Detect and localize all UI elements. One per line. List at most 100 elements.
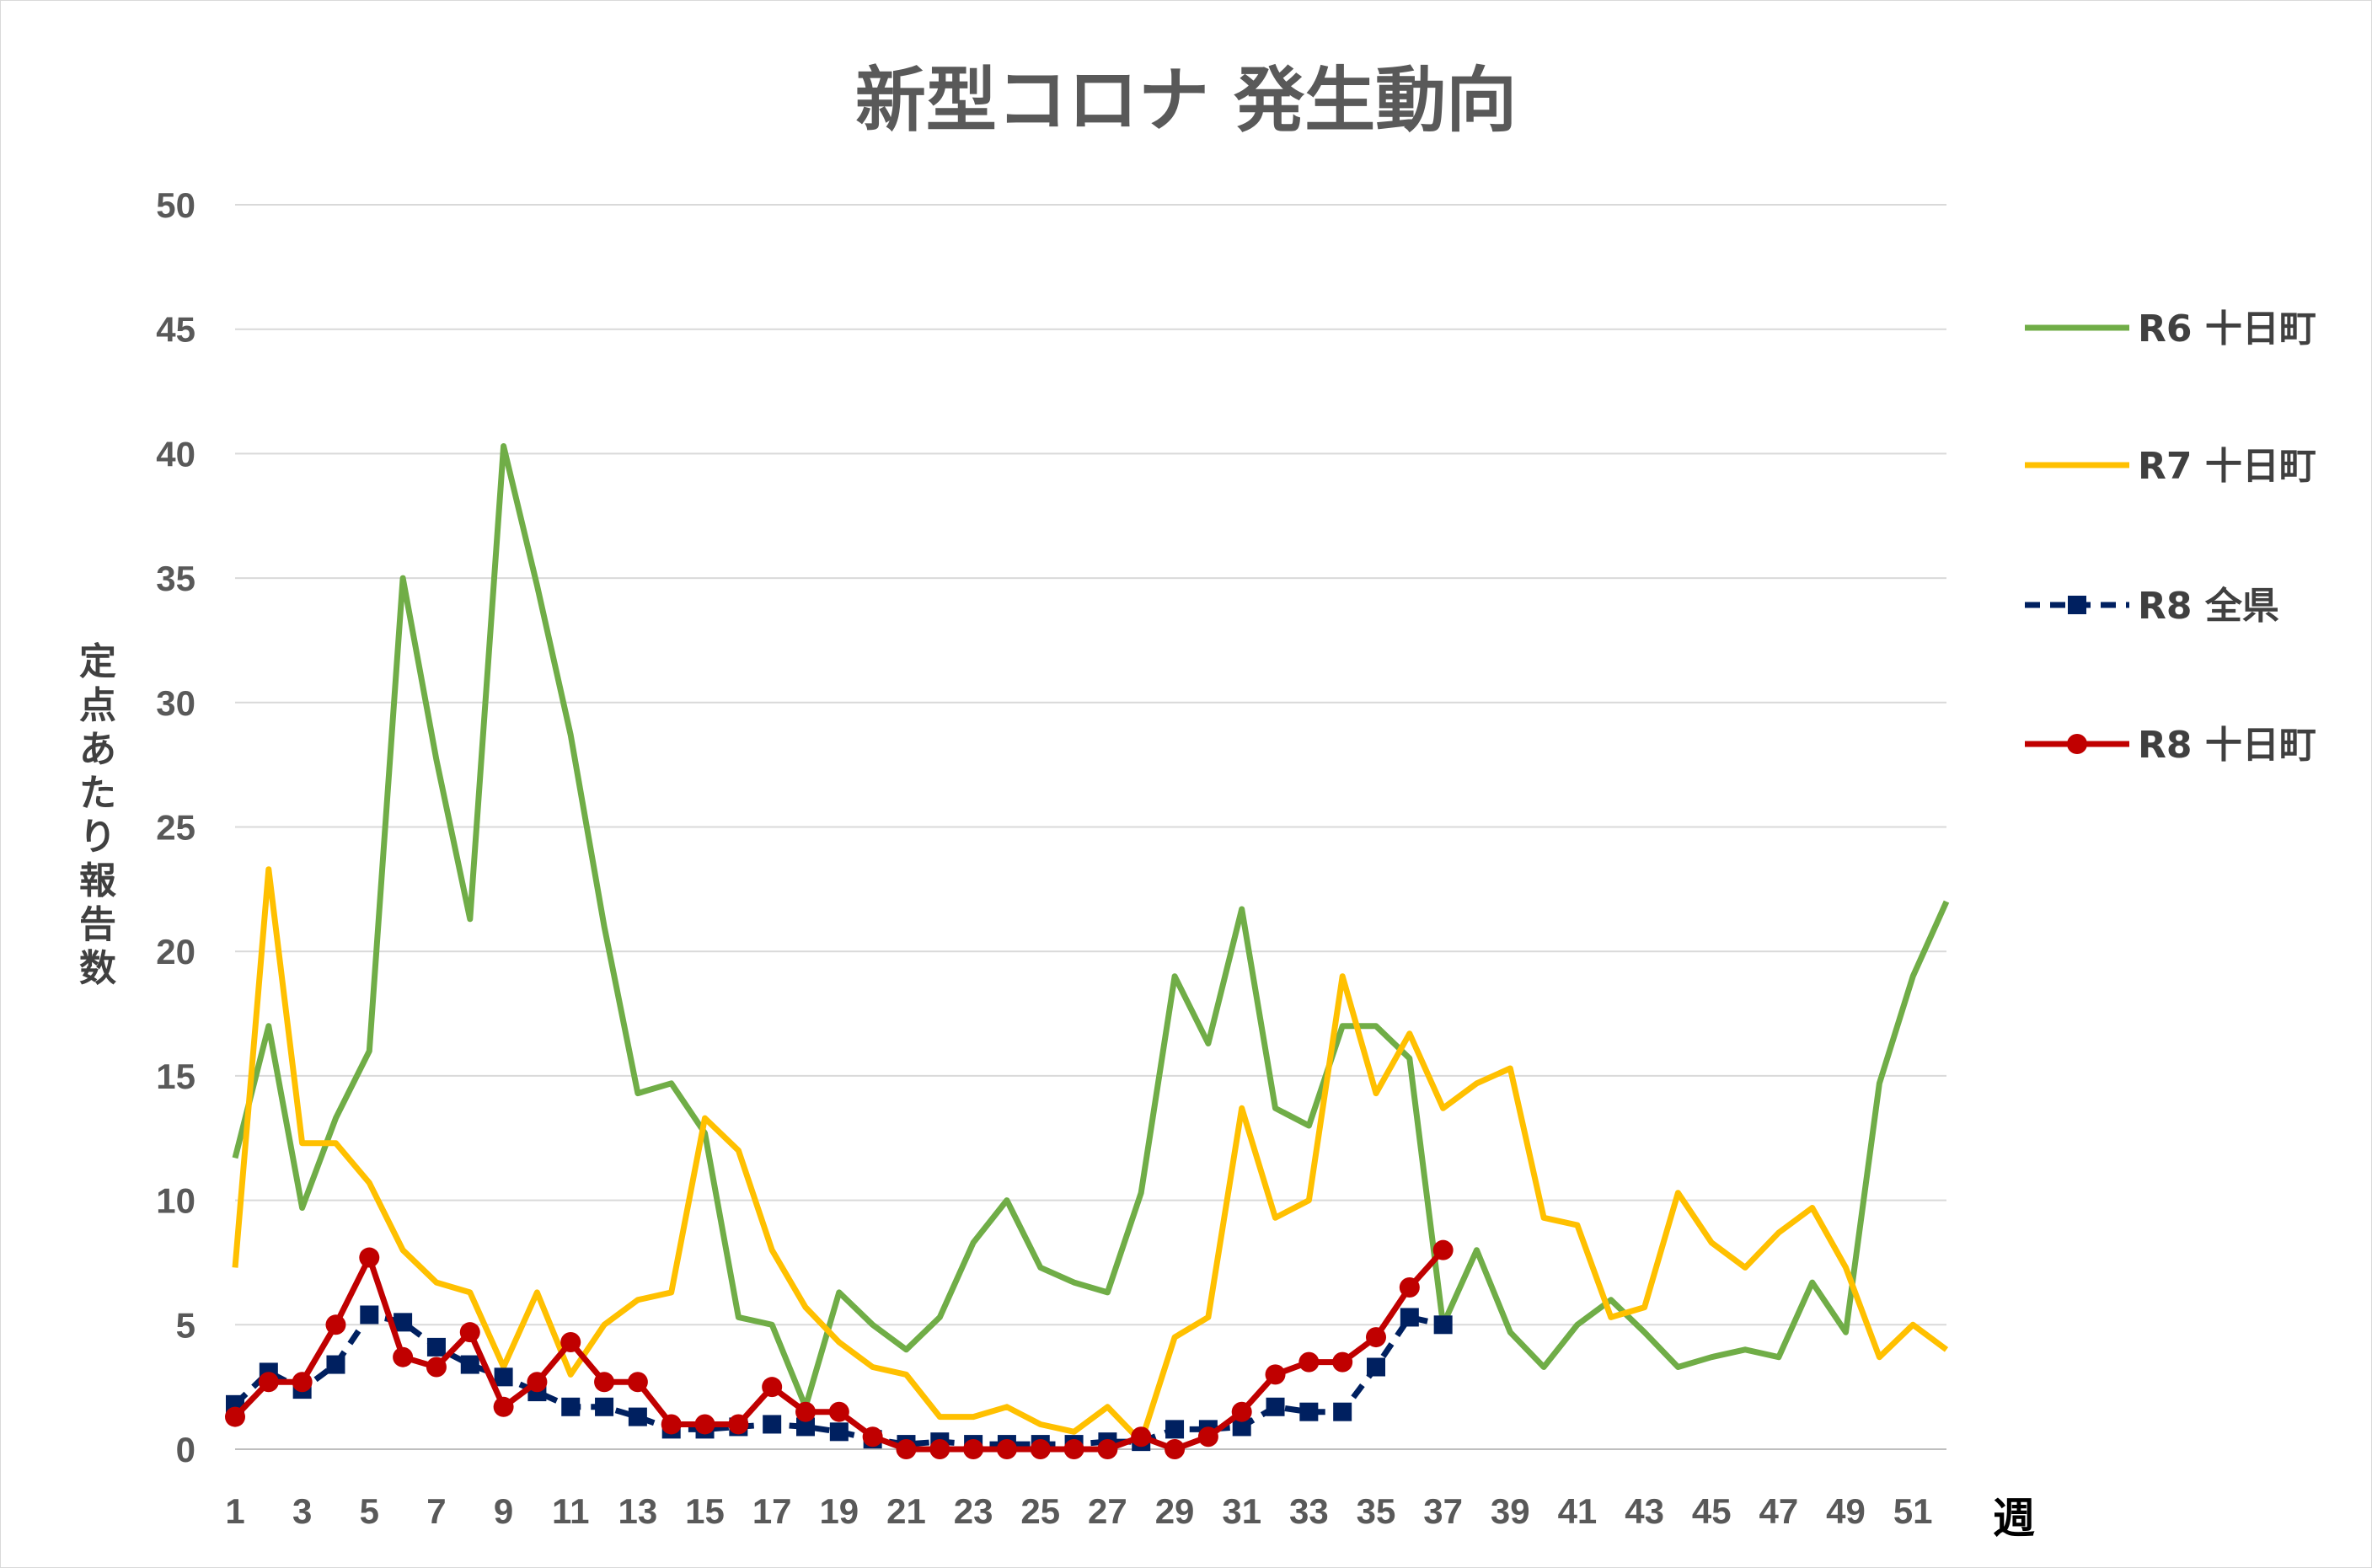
- data-point: [862, 1426, 883, 1448]
- x-tick-label: 29: [1155, 1491, 1195, 1531]
- data-point: [1299, 1402, 1319, 1421]
- y-tick-label: 25: [156, 808, 195, 848]
- x-tick-label: 27: [1088, 1491, 1127, 1531]
- x-tick-label: 13: [618, 1491, 658, 1531]
- data-point: [561, 1397, 581, 1416]
- data-point: [1298, 1351, 1320, 1373]
- x-tick-label: 1: [225, 1491, 244, 1531]
- data-point: [694, 1414, 715, 1435]
- data-point: [1366, 1327, 1386, 1348]
- data-point: [1367, 1357, 1385, 1377]
- data-point: [360, 1305, 379, 1325]
- data-point: [459, 1322, 480, 1343]
- data-point: [1165, 1420, 1185, 1439]
- data-point: [929, 1439, 950, 1459]
- y-tick-label: 45: [156, 310, 195, 350]
- x-tick-label: 15: [685, 1491, 725, 1531]
- data-point: [494, 1367, 513, 1387]
- data-point: [1232, 1417, 1251, 1437]
- x-tick-label: 21: [886, 1491, 926, 1531]
- data-point: [394, 1313, 413, 1332]
- data-point: [225, 1406, 245, 1427]
- data-point: [627, 1372, 648, 1393]
- data-point: [1432, 1239, 1454, 1260]
- legend-marker: [2067, 734, 2087, 754]
- x-tick-label: 35: [1357, 1491, 1396, 1531]
- y-tick-label: 0: [176, 1430, 195, 1469]
- x-tick-label: 41: [1558, 1491, 1598, 1531]
- legend-label: R6 十日町: [2138, 308, 2316, 351]
- legend-item: R8 十日町: [2025, 724, 2316, 767]
- data-point: [1231, 1401, 1252, 1422]
- series-4: [225, 1239, 1454, 1459]
- data-point: [1265, 1364, 1286, 1385]
- data-point: [1030, 1439, 1051, 1459]
- legend-item: R7 十日町: [2025, 445, 2316, 488]
- data-point: [728, 1414, 749, 1435]
- x-tick-label: 9: [494, 1491, 513, 1531]
- data-point: [1266, 1397, 1285, 1416]
- series-line: [232, 866, 1949, 1445]
- data-point: [493, 1396, 514, 1417]
- x-tick-label: 17: [752, 1491, 792, 1531]
- chart-title: 新型コロナ 発生動向: [854, 59, 1518, 142]
- data-point: [1332, 1351, 1353, 1373]
- x-tick-label: 3: [292, 1491, 312, 1531]
- x-tick-label: 45: [1692, 1491, 1732, 1531]
- legend: R6 十日町 R7 十日町 R8 全県 R8 十日町: [2025, 308, 2316, 767]
- data-point: [1333, 1402, 1352, 1421]
- legend-label: R7 十日町: [2138, 445, 2316, 488]
- x-axis-label: 週: [1993, 1494, 2035, 1543]
- data-point: [527, 1372, 548, 1393]
- data-point: [829, 1422, 849, 1442]
- y-tick-label: 35: [156, 559, 195, 598]
- series-2: [232, 866, 1949, 1445]
- data-point: [595, 1397, 614, 1416]
- data-point: [763, 1415, 782, 1434]
- y-axis-label: 定点あたり報告数: [79, 640, 116, 990]
- data-point: [1097, 1439, 1118, 1459]
- x-tick-label: 25: [1020, 1491, 1060, 1531]
- data-point: [460, 1355, 479, 1374]
- data-point: [560, 1331, 581, 1352]
- x-tick-label: 23: [954, 1491, 993, 1531]
- y-tick-label: 5: [176, 1305, 195, 1345]
- data-point: [796, 1417, 815, 1437]
- data-point: [1131, 1426, 1152, 1448]
- data-point: [1400, 1308, 1419, 1327]
- data-point: [326, 1355, 345, 1374]
- x-tick-label: 33: [1289, 1491, 1329, 1531]
- legend-item: R8 全県: [2025, 585, 2279, 628]
- data-point: [795, 1401, 816, 1422]
- x-tick-label: 43: [1625, 1491, 1664, 1531]
- x-tick-labels: 1 3 5 7 9 11 13 15 17 19 21 23 25 27 29 31 33 35 37 39 41 43 4…: [225, 1491, 1932, 1531]
- data-point: [762, 1377, 783, 1398]
- data-point: [896, 1439, 917, 1459]
- series-line: [232, 443, 1950, 1410]
- data-point: [1433, 1315, 1453, 1335]
- data-point: [393, 1346, 414, 1367]
- legend-label: R8 十日町: [2138, 724, 2316, 767]
- legend-item: R6 十日町: [2025, 308, 2316, 351]
- data-point: [963, 1439, 984, 1459]
- x-tick-label: 49: [1826, 1491, 1866, 1531]
- y-tick-label: 20: [156, 932, 195, 971]
- y-tick-label: 30: [156, 683, 195, 723]
- x-tick-label: 5: [360, 1491, 379, 1531]
- series-1: [232, 443, 1950, 1410]
- x-tick-label: 11: [552, 1491, 589, 1531]
- x-tick-label: 51: [1893, 1491, 1933, 1531]
- y-tick-label: 40: [156, 434, 195, 474]
- x-tick-label: 47: [1759, 1491, 1799, 1531]
- y-tick-label: 15: [156, 1057, 195, 1096]
- x-tick-label: 19: [819, 1491, 859, 1531]
- data-point: [325, 1314, 346, 1335]
- y-tick-labels: 0 5 10 15 20 25 30 35 40 45 50: [156, 185, 195, 1469]
- data-point: [1399, 1276, 1420, 1298]
- data-point: [594, 1372, 615, 1393]
- data-point: [996, 1439, 1017, 1459]
- x-tick-label: 7: [426, 1491, 446, 1531]
- data-point: [1197, 1426, 1218, 1448]
